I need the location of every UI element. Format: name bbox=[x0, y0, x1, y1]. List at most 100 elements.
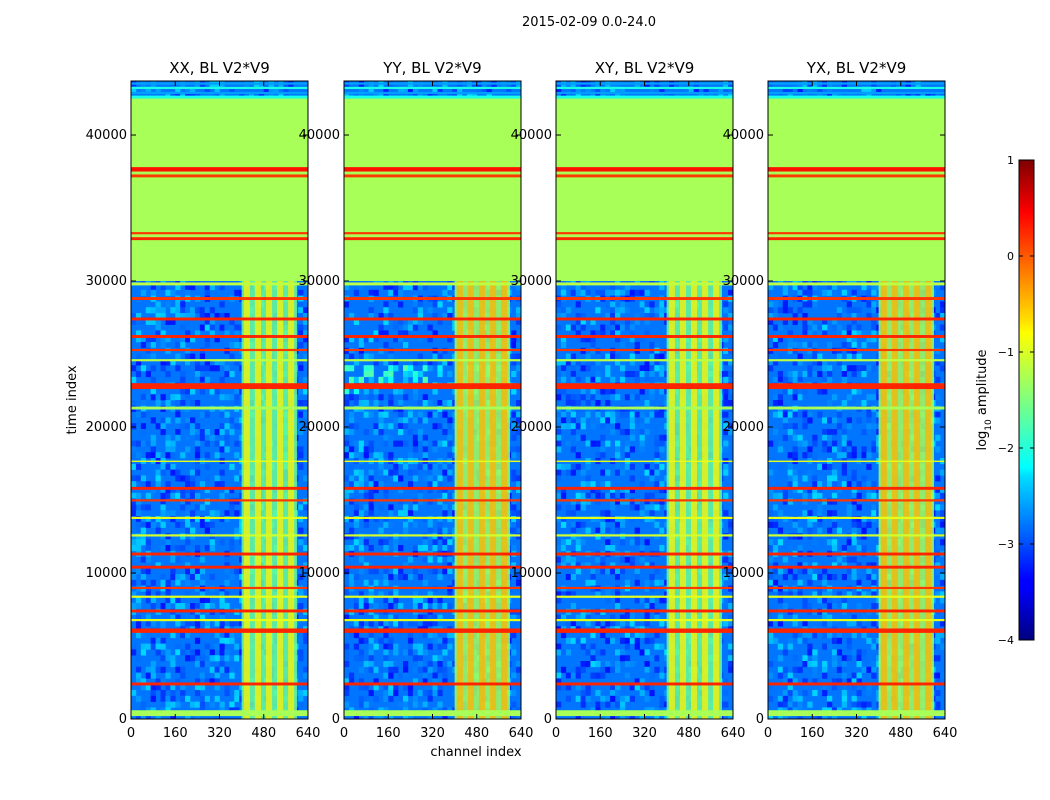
heatmap-cell bbox=[204, 411, 210, 418]
time-band bbox=[131, 282, 308, 286]
heatmap-cell bbox=[344, 440, 350, 447]
heatmap-cell bbox=[600, 701, 606, 708]
heatmap-cell bbox=[644, 649, 650, 656]
heatmap-cell bbox=[580, 481, 586, 488]
heatmap-cell bbox=[155, 400, 161, 407]
heatmap-cell bbox=[160, 695, 166, 702]
heatmap-cell bbox=[511, 545, 517, 552]
heatmap-cell bbox=[605, 637, 611, 644]
heatmap-cell bbox=[417, 400, 423, 407]
heatmap-cell bbox=[383, 620, 389, 627]
heatmap-cell bbox=[619, 701, 626, 708]
heatmap-cell bbox=[644, 417, 650, 424]
heatmap-cell bbox=[432, 545, 438, 552]
heatmap-cell bbox=[649, 574, 655, 581]
heatmap-cell bbox=[398, 475, 404, 482]
heatmap-cell bbox=[427, 678, 433, 685]
heatmap-cell bbox=[135, 336, 142, 343]
heatmap-cell bbox=[447, 284, 453, 291]
heatmap-cell bbox=[575, 695, 581, 702]
heatmap-cell bbox=[175, 429, 181, 436]
heatmap-cell bbox=[170, 713, 176, 719]
heatmap-cell bbox=[199, 324, 206, 331]
heatmap-cell bbox=[358, 440, 364, 447]
heatmap-cell bbox=[358, 284, 364, 291]
time-band bbox=[344, 297, 521, 300]
heatmap-cell bbox=[140, 568, 147, 575]
heatmap-cell bbox=[556, 301, 562, 308]
heatmap-cell bbox=[368, 440, 374, 447]
heatmap-cell bbox=[629, 446, 635, 453]
heatmap-cell bbox=[624, 498, 631, 505]
heatmap-cell bbox=[417, 487, 423, 494]
heatmap-cell bbox=[140, 318, 147, 325]
heatmap-cell bbox=[165, 591, 171, 598]
heatmap-cell bbox=[407, 411, 414, 418]
heatmap-cell bbox=[619, 637, 626, 644]
heatmap-cell bbox=[442, 637, 448, 644]
time-band bbox=[344, 628, 521, 633]
heatmap-cell bbox=[639, 632, 645, 639]
heatmap-cell bbox=[358, 637, 364, 644]
heatmap-cell bbox=[373, 684, 379, 691]
heatmap-cell bbox=[580, 284, 586, 291]
heatmap-cell bbox=[560, 336, 567, 343]
time-band bbox=[344, 359, 521, 362]
heatmap-cell bbox=[580, 661, 586, 668]
heatmap-cell bbox=[194, 649, 201, 656]
heatmap-cell bbox=[570, 371, 576, 378]
heatmap-cell bbox=[348, 365, 355, 372]
heatmap-cell bbox=[432, 614, 438, 621]
heatmap-cell bbox=[234, 527, 240, 534]
heatmap-cell bbox=[605, 463, 611, 470]
heatmap-cell bbox=[644, 579, 650, 586]
heatmap-cell bbox=[185, 591, 191, 598]
heatmap-cell bbox=[234, 690, 240, 697]
heatmap-cell bbox=[511, 562, 517, 569]
heatmap-cell bbox=[452, 86, 458, 93]
heatmap-cell bbox=[437, 637, 443, 644]
heatmap-cell bbox=[160, 678, 166, 685]
heatmap-cell bbox=[155, 666, 161, 673]
heatmap-cell bbox=[135, 539, 142, 546]
heatmap-cell bbox=[595, 591, 601, 598]
heatmap-cell bbox=[659, 313, 665, 320]
heatmap-cell bbox=[140, 632, 147, 639]
heatmap-cell bbox=[383, 440, 389, 447]
heatmap-cell bbox=[644, 597, 650, 604]
heatmap-cell bbox=[135, 498, 142, 505]
heatmap-cell bbox=[432, 301, 438, 308]
heatmap-cell bbox=[165, 487, 171, 494]
time-band bbox=[131, 628, 308, 633]
heatmap-cell bbox=[368, 620, 374, 627]
heatmap-cell bbox=[600, 510, 606, 517]
heatmap-cell bbox=[378, 417, 384, 424]
heatmap-cell bbox=[209, 521, 215, 528]
heatmap-cell bbox=[590, 359, 596, 366]
heatmap-cell bbox=[437, 701, 443, 708]
heatmap-cell bbox=[560, 371, 567, 378]
heatmap-cell bbox=[417, 434, 423, 441]
heatmap-cell bbox=[214, 591, 220, 598]
heatmap-cell bbox=[373, 487, 379, 494]
heatmap-cell bbox=[516, 400, 521, 407]
heatmap-cell bbox=[194, 504, 201, 511]
heatmap-cell bbox=[437, 614, 443, 621]
heatmap-cell bbox=[412, 86, 419, 93]
heatmap-cell bbox=[368, 649, 374, 656]
heatmap-cell bbox=[403, 521, 409, 528]
heatmap-cell bbox=[190, 655, 196, 662]
heatmap-cell bbox=[165, 417, 171, 424]
heatmap-cell bbox=[639, 446, 645, 453]
heatmap-cell bbox=[363, 637, 369, 644]
heatmap-cell bbox=[412, 603, 419, 610]
heatmap-cell bbox=[432, 568, 438, 575]
heatmap-cell bbox=[388, 695, 394, 702]
heatmap-cell bbox=[447, 492, 453, 499]
heatmap-cell bbox=[373, 666, 379, 673]
heatmap-cell bbox=[393, 591, 399, 598]
heatmap-cell bbox=[649, 394, 655, 401]
heatmap-cell bbox=[585, 562, 591, 569]
heatmap-cell bbox=[155, 330, 161, 337]
heatmap-cell bbox=[629, 695, 635, 702]
